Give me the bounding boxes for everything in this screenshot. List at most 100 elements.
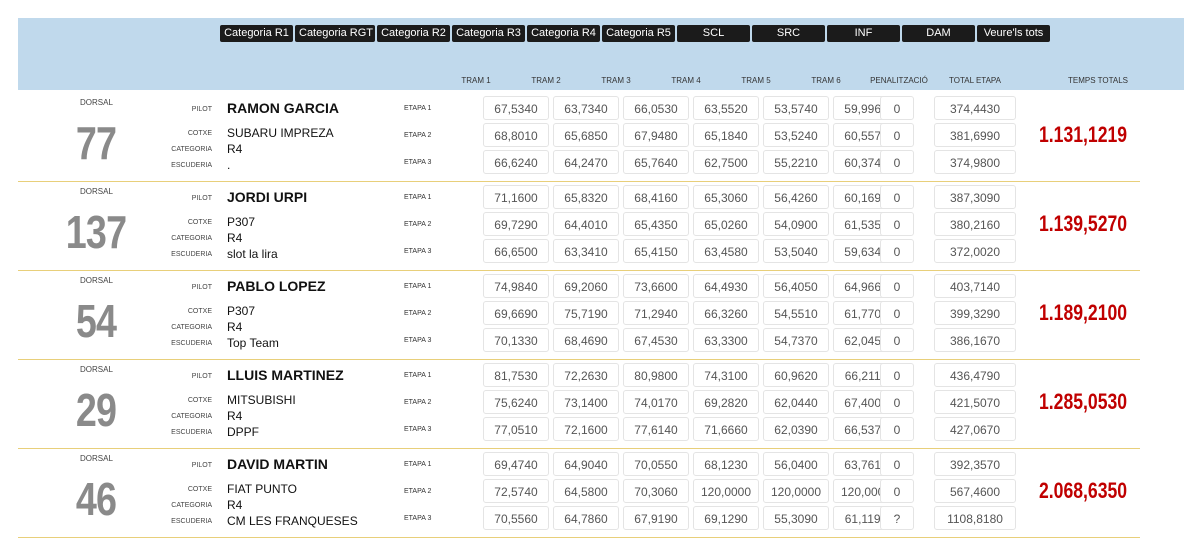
tram-time-cell: 64,4010 <box>553 212 619 236</box>
cotxe-label: COTXE <box>187 397 212 404</box>
filter-categoria-r5-button[interactable]: Categoria R5 <box>602 25 675 42</box>
etapa-label: ETAPA 2 <box>404 399 432 406</box>
col-header-tram2: TRAM 2 <box>531 76 561 85</box>
tram-time-cell: 69,2060 <box>553 274 619 298</box>
pilot-name: RAMON GARCIA <box>227 100 339 116</box>
filter-categoria-rgt-button[interactable]: Categoria RGT <box>295 25 375 42</box>
etapa-label: ETAPA 2 <box>404 488 432 495</box>
dorsal-label: DORSAL <box>80 365 113 374</box>
tram-time-cell: 63,3410 <box>553 239 619 263</box>
cotxe-value: P307 <box>227 304 256 318</box>
result-entry: DORSAL 46 PILOT DAVID MARTIN COTXE FIAT PUNTO… <box>18 448 1140 538</box>
cotxe-value: FIAT PUNTO <box>227 482 298 496</box>
dorsal-number: 137 <box>65 206 127 258</box>
dorsal-number: 46 <box>75 473 117 525</box>
tram-time-cell: 81,7530 <box>483 363 549 387</box>
tram-time-cell: 53,5040 <box>763 239 829 263</box>
tram-time-cell: 62,0390 <box>763 417 829 441</box>
filter-categoria-r2-button[interactable]: Categoria R2 <box>377 25 450 42</box>
col-header-penalitzacio: PENALITZACIÓ <box>870 76 928 85</box>
escuderia-value: slot la lira <box>227 247 278 261</box>
stage-total-cell: 387,3090 <box>934 185 1016 209</box>
penalty-cell: 0 <box>880 301 914 325</box>
escuderia-label: ESCUDERIA <box>171 162 212 169</box>
etapa-label: ETAPA 3 <box>404 515 432 522</box>
filter-categoria-r3-button[interactable]: Categoria R3 <box>452 25 525 42</box>
tram-time-cell: 68,1230 <box>693 452 759 476</box>
penalty-cell: 0 <box>880 274 914 298</box>
filter-categoria-r4-button[interactable]: Categoria R4 <box>527 25 600 42</box>
stage-total-cell: 380,2160 <box>934 212 1016 236</box>
col-header-tram6: TRAM 6 <box>811 76 841 85</box>
tram-time-cell: 71,2940 <box>623 301 689 325</box>
filter-inf-button[interactable]: INF <box>827 25 900 42</box>
tram-time-cell: 53,5740 <box>763 96 829 120</box>
stage-total-cell: 392,3570 <box>934 452 1016 476</box>
tram-time-cell: 55,2210 <box>763 150 829 174</box>
category-filter-bar: Categoria R1 Categoria RGT Categoria R2 … <box>220 25 1050 42</box>
tram-time-cell: 64,5800 <box>553 479 619 503</box>
etapa-label: ETAPA 1 <box>404 283 432 290</box>
tram-time-cell: 56,4260 <box>763 185 829 209</box>
stage-total-cell: 427,0670 <box>934 417 1016 441</box>
cotxe-value: SUBARU IMPREZA <box>227 126 334 140</box>
total-time: 2.068,6350 <box>1039 478 1128 503</box>
tram-time-cell: 65,4350 <box>623 212 689 236</box>
filter-dam-button[interactable]: DAM <box>902 25 975 42</box>
tram-time-cell: 67,5340 <box>483 96 549 120</box>
total-time: 1.189,2100 <box>1039 300 1128 325</box>
stage-total-cell: 374,4430 <box>934 96 1016 120</box>
escuderia-label: ESCUDERIA <box>171 340 212 347</box>
categoria-label: CATEGORIA <box>171 324 212 331</box>
stage-total-cell: 372,0020 <box>934 239 1016 263</box>
tram-time-cell: 74,0170 <box>623 390 689 414</box>
penalty-cell: 0 <box>880 150 914 174</box>
penalty-cell: 0 <box>880 452 914 476</box>
escuderia-value: . <box>227 158 231 172</box>
tram-time-cell: 72,2630 <box>553 363 619 387</box>
tram-time-cell: 65,6850 <box>553 123 619 147</box>
tram-time-cell: 120,0000 <box>763 479 829 503</box>
tram-time-cell: 66,6500 <box>483 239 549 263</box>
pilot-label: PILOT <box>191 284 212 291</box>
etapa-label: ETAPA 3 <box>404 248 432 255</box>
categoria-value: R4 <box>227 409 243 423</box>
etapa-label: ETAPA 1 <box>404 372 432 379</box>
tram-time-cell: 54,5510 <box>763 301 829 325</box>
cotxe-value: MITSUBISHI <box>227 393 296 407</box>
penalty-cell: 0 <box>880 363 914 387</box>
pilot-name: PABLO LOPEZ <box>227 278 326 294</box>
tram-time-cell: 67,4530 <box>623 328 689 352</box>
etapa-label: ETAPA 3 <box>404 159 432 166</box>
tram-time-cell: 69,4740 <box>483 452 549 476</box>
pilot-name: LLUIS MARTINEZ <box>227 367 344 383</box>
dorsal-label: DORSAL <box>80 187 113 196</box>
col-header-total-etapa: TOTAL ETAPA <box>948 76 1001 85</box>
filter-categoria-r1-button[interactable]: Categoria R1 <box>220 25 293 42</box>
dorsal-number: 29 <box>75 384 117 436</box>
tram-time-cell: 66,0530 <box>623 96 689 120</box>
tram-time-cell: 65,7640 <box>623 150 689 174</box>
tram-time-cell: 67,9190 <box>623 506 689 530</box>
stage-total-cell: 399,3290 <box>934 301 1016 325</box>
total-time: 1.285,0530 <box>1039 389 1128 414</box>
tram-time-cell: 69,1290 <box>693 506 759 530</box>
cotxe-label: COTXE <box>187 219 212 226</box>
tram-time-cell: 62,7500 <box>693 150 759 174</box>
result-entry: DORSAL 77 PILOT RAMON GARCIA COTXE SUBARU IMP… <box>18 92 1140 182</box>
dorsal-number: 54 <box>75 295 117 347</box>
penalty-cell: 0 <box>880 328 914 352</box>
categoria-label: CATEGORIA <box>171 235 212 242</box>
filter-veure-tots-button[interactable]: Veure'ls tots <box>977 25 1050 42</box>
tram-time-cell: 63,4580 <box>693 239 759 263</box>
pilot-label: PILOT <box>191 106 212 113</box>
categoria-label: CATEGORIA <box>171 502 212 509</box>
filter-scl-button[interactable]: SCL <box>677 25 750 42</box>
tram-time-cell: 69,2820 <box>693 390 759 414</box>
filter-src-button[interactable]: SRC <box>752 25 825 42</box>
tram-time-cell: 64,7860 <box>553 506 619 530</box>
stage-total-cell: 421,5070 <box>934 390 1016 414</box>
tram-time-cell: 75,6240 <box>483 390 549 414</box>
stage-total-cell: 381,6990 <box>934 123 1016 147</box>
penalty-cell: ? <box>880 506 914 530</box>
